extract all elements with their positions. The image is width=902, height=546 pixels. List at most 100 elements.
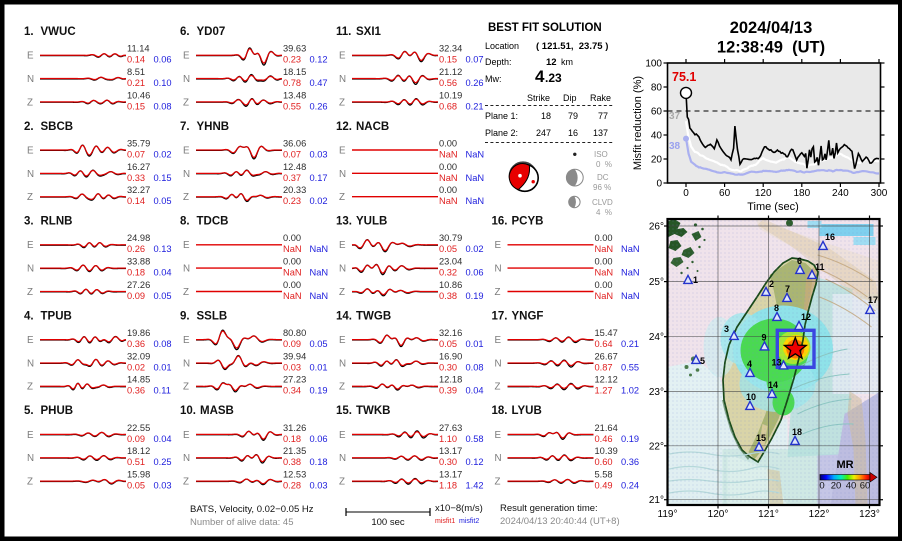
- svg-text:NaN: NaN: [439, 196, 458, 206]
- svg-text:0.30: 0.30: [439, 362, 457, 372]
- svg-text:8: 8: [774, 303, 779, 313]
- svg-text:0.06: 0.06: [310, 434, 328, 444]
- svg-text:17.: 17.: [492, 310, 508, 322]
- svg-text:N: N: [339, 358, 346, 369]
- svg-text:0.19: 0.19: [310, 386, 328, 396]
- svg-text:Z: Z: [183, 97, 189, 108]
- svg-text:7.: 7.: [180, 121, 190, 133]
- svg-text:Misfit reduction (%): Misfit reduction (%): [632, 76, 644, 170]
- svg-text:0: 0: [819, 481, 824, 492]
- svg-text:0.05: 0.05: [439, 244, 457, 254]
- svg-text:YULB: YULB: [356, 216, 387, 228]
- svg-text:0.00: 0.00: [283, 233, 301, 243]
- svg-text:Z: Z: [495, 287, 501, 298]
- svg-text:75.1: 75.1: [672, 70, 696, 84]
- svg-text:0.14: 0.14: [127, 196, 145, 206]
- svg-text:0.21: 0.21: [621, 339, 639, 349]
- svg-text:MASB: MASB: [200, 405, 234, 417]
- svg-text:1.: 1.: [24, 26, 34, 38]
- svg-text:4: 4: [747, 359, 752, 369]
- svg-text:25°: 25°: [649, 277, 664, 288]
- svg-text:0.11: 0.11: [154, 386, 171, 396]
- svg-text:16.27: 16.27: [127, 162, 150, 172]
- svg-text:11.14: 11.14: [127, 44, 150, 54]
- svg-text:0.37: 0.37: [283, 173, 301, 183]
- svg-text:0.03: 0.03: [310, 481, 328, 491]
- svg-text:YHNB: YHNB: [197, 121, 230, 133]
- svg-text:18.12: 18.12: [127, 446, 150, 456]
- svg-text:0.36: 0.36: [127, 339, 145, 349]
- svg-text:35.79: 35.79: [127, 138, 150, 148]
- svg-text:0.25: 0.25: [154, 457, 172, 467]
- svg-text:x10−8(m/s): x10−8(m/s): [435, 503, 483, 514]
- svg-text:N: N: [183, 74, 190, 85]
- svg-text:40: 40: [846, 481, 857, 492]
- svg-text:7: 7: [785, 284, 790, 294]
- svg-text:NaN: NaN: [466, 173, 485, 183]
- svg-text:Z: Z: [495, 477, 501, 488]
- svg-text:11.: 11.: [336, 26, 351, 38]
- svg-text:32.27: 32.27: [127, 185, 150, 195]
- svg-text:0.01: 0.01: [466, 339, 484, 349]
- svg-text:30.79: 30.79: [439, 233, 462, 243]
- svg-text:0.55: 0.55: [621, 362, 639, 372]
- svg-text:NaN: NaN: [283, 244, 302, 254]
- svg-text:16.90: 16.90: [439, 351, 462, 361]
- svg-text:misfit2: misfit2: [459, 518, 479, 525]
- svg-text:12: 12: [546, 57, 557, 68]
- svg-text:NaN: NaN: [621, 268, 640, 278]
- svg-text:PHUB: PHUB: [41, 405, 74, 417]
- svg-text:NaN: NaN: [439, 149, 458, 159]
- svg-text:NaN: NaN: [466, 196, 485, 206]
- svg-text:39.94: 39.94: [283, 351, 306, 361]
- svg-text:0.38: 0.38: [439, 291, 457, 301]
- svg-text:1.42: 1.42: [466, 481, 484, 491]
- svg-text:19.86: 19.86: [127, 328, 150, 338]
- svg-text:6: 6: [797, 256, 802, 266]
- svg-text:8.51: 8.51: [127, 67, 145, 77]
- svg-text:0.47: 0.47: [310, 78, 328, 88]
- svg-text:0.23: 0.23: [283, 55, 301, 65]
- svg-text:0.05: 0.05: [439, 339, 457, 349]
- svg-text:0.49: 0.49: [595, 481, 613, 491]
- svg-text:0.18: 0.18: [127, 268, 145, 278]
- svg-text:NaN: NaN: [595, 244, 614, 254]
- svg-text:0.05: 0.05: [310, 339, 328, 349]
- svg-text:2.: 2.: [24, 121, 34, 133]
- svg-text:12.48: 12.48: [283, 162, 306, 172]
- svg-text:0.15: 0.15: [127, 101, 145, 111]
- svg-text:Mw:: Mw:: [485, 74, 502, 84]
- svg-text:SBCB: SBCB: [41, 121, 74, 133]
- svg-text:10.: 10.: [180, 405, 196, 417]
- svg-text:16: 16: [568, 128, 578, 138]
- svg-text:6.: 6.: [180, 26, 190, 38]
- svg-text:0.36: 0.36: [621, 457, 639, 467]
- svg-text:26°: 26°: [649, 222, 664, 233]
- svg-text:0.03: 0.03: [283, 362, 301, 372]
- svg-text:15.: 15.: [336, 405, 352, 417]
- svg-text:12.53: 12.53: [283, 470, 306, 480]
- svg-text:E: E: [339, 145, 346, 156]
- svg-text:21°: 21°: [649, 495, 664, 506]
- svg-text:0.09: 0.09: [127, 291, 145, 301]
- svg-text:Z: Z: [495, 382, 501, 393]
- svg-text:N: N: [27, 169, 34, 180]
- svg-text:0.05: 0.05: [154, 196, 172, 206]
- svg-text:33.88: 33.88: [127, 257, 150, 267]
- svg-text:8.: 8.: [180, 216, 190, 228]
- svg-text:0.38: 0.38: [283, 457, 301, 467]
- svg-text:12: 12: [801, 312, 811, 322]
- svg-text:0.00: 0.00: [595, 233, 613, 243]
- svg-text:TPUB: TPUB: [41, 310, 72, 322]
- svg-text:22°: 22°: [649, 441, 664, 452]
- svg-text:0.00: 0.00: [439, 185, 457, 195]
- svg-text:0.21: 0.21: [127, 78, 145, 88]
- svg-text:0.07: 0.07: [466, 55, 484, 65]
- svg-text:0.12: 0.12: [466, 457, 484, 467]
- svg-text:N: N: [27, 453, 34, 464]
- svg-text:1: 1: [693, 275, 698, 285]
- svg-text:0: 0: [656, 179, 662, 190]
- svg-text:NaN: NaN: [595, 291, 614, 301]
- svg-text:Dip: Dip: [563, 93, 577, 103]
- svg-text:0.07: 0.07: [127, 149, 145, 159]
